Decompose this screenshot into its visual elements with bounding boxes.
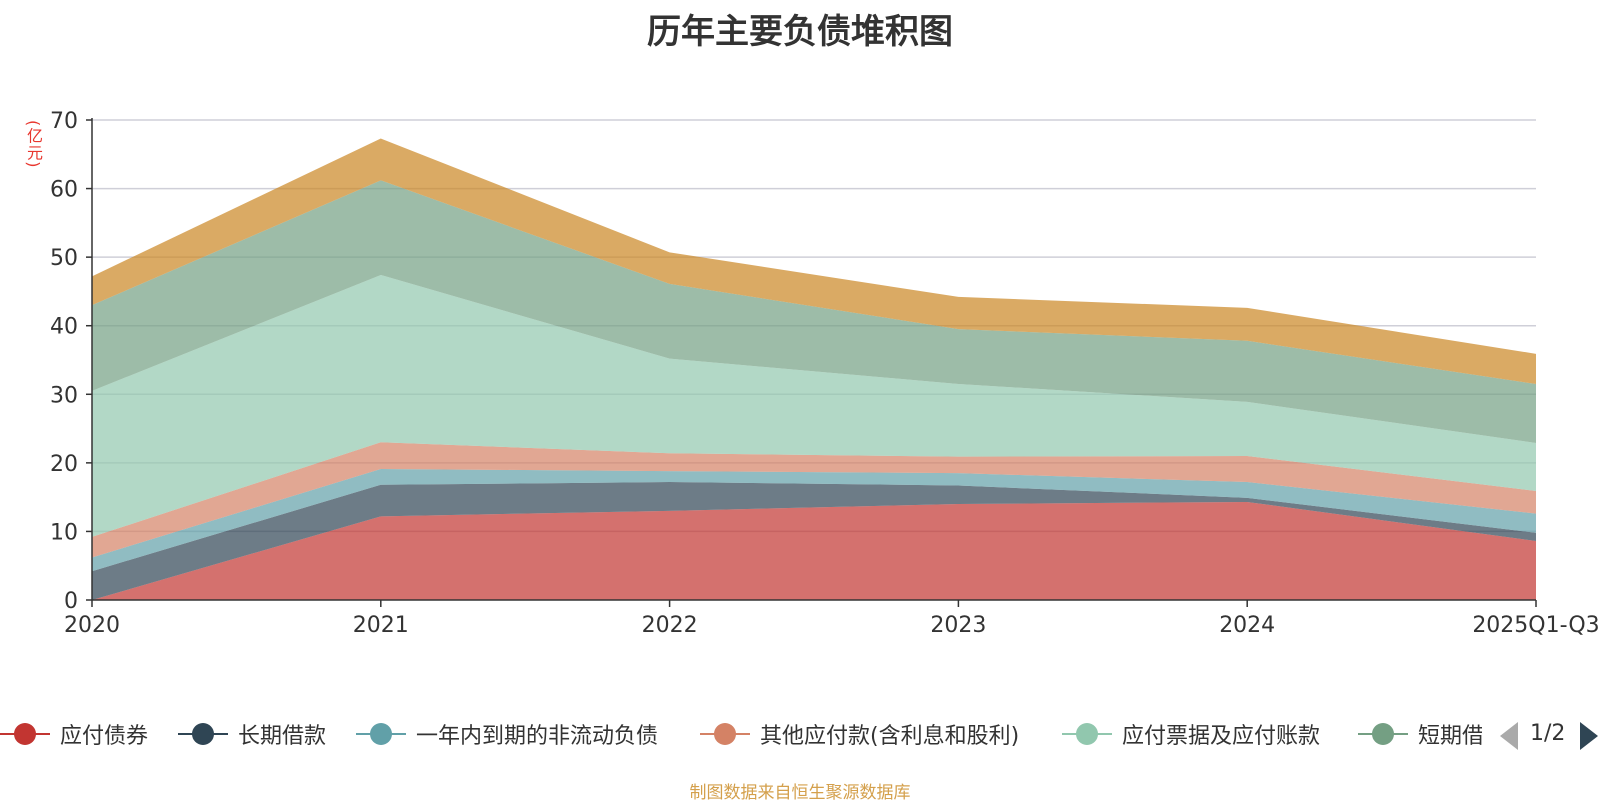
legend-marker-icon <box>356 722 406 746</box>
y-tick-label: 70 <box>50 109 78 134</box>
y-tick-label: 50 <box>50 246 78 271</box>
legend-item[interactable]: 短期借 <box>1358 716 1482 752</box>
legend-item-label: 长期借款 <box>238 724 327 749</box>
area-series-其他应付款(含利息和股利)[interactable] <box>92 442 1536 558</box>
legend-item-label: 应付票据及应付账款 <box>1122 724 1321 749</box>
legend-page-indicator: 1/2 <box>1530 721 1566 746</box>
y-tick-label: 40 <box>50 315 78 340</box>
y-tick-label: 30 <box>50 383 78 408</box>
y-tick-label: 20 <box>50 452 78 477</box>
legend-marker-icon <box>0 722 50 746</box>
area-series-应付债券[interactable] <box>92 501 1536 600</box>
x-tick-label: 2022 <box>642 613 698 638</box>
legend-item-label: 应付债券 <box>60 724 149 749</box>
legend-item[interactable]: 长期借款 <box>178 716 326 752</box>
area-series-短期借款[interactable] <box>92 180 1536 443</box>
area-series-其他[interactable] <box>92 138 1536 384</box>
legend-marker-icon <box>1358 722 1408 746</box>
legend-next-page-icon[interactable] <box>1580 722 1598 750</box>
legend-item-label: 其他应付款(含利息和股利) <box>760 724 1020 749</box>
legend-item-label: 短期借 <box>1418 724 1482 749</box>
legend-marker-icon <box>178 722 228 746</box>
area-series-一年内到期的非流动负债[interactable] <box>92 469 1536 572</box>
legend-item[interactable]: 应付票据及应付账款 <box>1062 716 1320 752</box>
source-note: 制图数据来自恒生聚源数据库 <box>689 783 911 803</box>
y-axis-unit-label: (亿元) <box>24 120 43 169</box>
y-tick-label: 10 <box>50 520 78 545</box>
legend: 应付债券 长期借款 一年内到期的非流动负债 其他应付款(含利息和股利) 应付票据及应付账… <box>0 716 1600 752</box>
legend-marker-icon <box>1062 722 1112 746</box>
legend-item[interactable]: 一年内到期的非流动负债 <box>356 716 658 752</box>
legend-item-label: 一年内到期的非流动负债 <box>416 724 659 749</box>
area-series-长期借款[interactable] <box>92 482 1536 600</box>
x-tick-label: 2023 <box>930 613 986 638</box>
x-tick-label: 2021 <box>353 613 409 638</box>
y-tick-label: 0 <box>64 589 78 614</box>
legend-marker-icon <box>700 722 750 746</box>
chart-title: 历年主要负债堆积图 <box>647 12 953 52</box>
x-tick-label: 2025Q1-Q3 <box>1472 613 1599 638</box>
legend-prev-page-icon[interactable] <box>1500 722 1518 750</box>
area-series-应付票据及应付账款[interactable] <box>92 274 1536 537</box>
legend-item[interactable]: 其他应付款(含利息和股利) <box>700 716 1019 752</box>
x-tick-label: 2024 <box>1219 613 1275 638</box>
x-tick-label: 2020 <box>64 613 120 638</box>
y-tick-label: 60 <box>50 178 78 203</box>
legend-item[interactable]: 应付债券 <box>0 716 148 752</box>
